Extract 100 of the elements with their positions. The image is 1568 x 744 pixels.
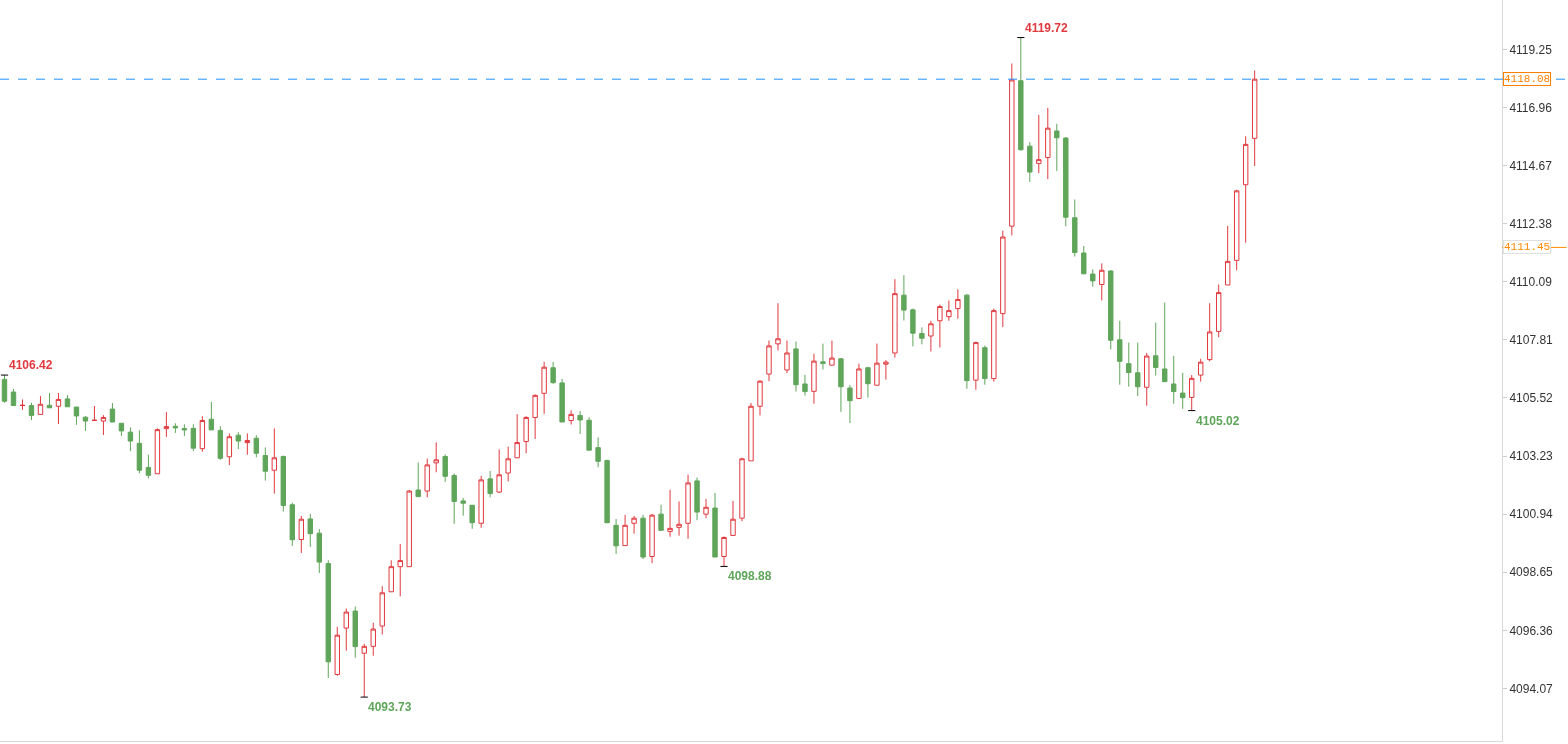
y-tick-label: 4103.23: [1509, 449, 1554, 464]
candlestick: [154, 427, 161, 475]
candlestick: [325, 559, 331, 679]
candlestick: [91, 405, 98, 421]
candlestick: [217, 425, 224, 461]
candlestick: [523, 415, 529, 454]
candlestick: [37, 395, 44, 415]
candlestick: [82, 416, 89, 432]
candlestick: [820, 343, 826, 370]
candlestick: [397, 543, 403, 597]
ref-line-label: 4118.08: [1504, 73, 1551, 85]
candlestick: [964, 293, 970, 390]
candlestick: [532, 393, 538, 440]
y-tick-label: 4100.94: [1509, 507, 1554, 522]
y-tick-label: 4119.25: [1509, 42, 1553, 57]
candlestick: [973, 341, 979, 391]
annotation: 4105.02: [1196, 414, 1240, 428]
candlestick: [388, 559, 394, 593]
candlestick: [307, 513, 313, 548]
candlestick: [847, 384, 853, 424]
candlestick: [829, 340, 835, 366]
candlestick: [73, 406, 80, 426]
candlestick: [928, 320, 934, 352]
candlestick: [1135, 342, 1141, 397]
y-tick-label: 4114.67: [1509, 158, 1553, 173]
candlestick: [163, 411, 170, 438]
candlestick: [541, 361, 547, 415]
annotation: 4106.42: [9, 358, 53, 372]
candlestick: [1206, 302, 1213, 362]
candlestick: [1189, 374, 1195, 412]
candlestick: [1117, 320, 1123, 386]
candlestick: [784, 340, 790, 374]
candlestick: [640, 514, 646, 560]
candlestick: [1036, 114, 1042, 174]
y-tick-label: 4094.07: [1509, 681, 1554, 696]
candlestick: [280, 455, 287, 513]
candlestick: [136, 429, 143, 474]
candlestick: [1018, 37, 1024, 152]
candlestick: [892, 278, 898, 359]
candlestick: [550, 361, 556, 385]
candlestick: [64, 394, 71, 408]
candlestick: [253, 434, 260, 458]
candlestick: [442, 454, 448, 483]
annotation: 4119.72: [1025, 21, 1069, 35]
candlestick: [703, 498, 709, 519]
candlestick: [856, 363, 862, 399]
candlestick: [226, 432, 233, 466]
candlestick: [1108, 269, 1114, 350]
candlestick: [478, 475, 484, 529]
candlestick: [622, 514, 628, 547]
candlestick: [802, 374, 808, 397]
y-tick-label: 4105.52: [1509, 391, 1554, 406]
candlestick: [1153, 322, 1159, 377]
candlestick: [838, 357, 844, 413]
y-tick-label: 4110.09: [1509, 275, 1553, 290]
annotation: 4093.73: [368, 700, 412, 714]
candlestick: [1233, 189, 1240, 271]
candlestick: [46, 392, 53, 409]
candlestick: [298, 515, 304, 554]
candlestick: [181, 423, 188, 437]
candlestick: [28, 402, 35, 421]
candlestick: [910, 308, 916, 347]
y-tick-label: 4112.38: [1509, 217, 1553, 232]
candlestick: [811, 353, 817, 405]
candlestick: [271, 427, 278, 495]
candlestick: [415, 462, 421, 498]
candlestick: [1162, 301, 1168, 383]
candlestick: [604, 459, 610, 524]
candlestick: [649, 513, 655, 564]
candlestick: [586, 416, 592, 451]
candlestick: [937, 304, 943, 348]
candlestick: [658, 504, 664, 531]
candlestick: [667, 489, 673, 538]
candlestick: [775, 302, 781, 351]
candlestick: [1126, 342, 1132, 388]
candlestick: [712, 492, 718, 558]
candlestick: [487, 470, 493, 498]
candlestick: [1081, 245, 1087, 275]
candlestick: [991, 308, 997, 383]
candlestick: [316, 528, 322, 574]
candlestick: [379, 585, 385, 635]
candlestick: [757, 379, 763, 416]
candlestick: [100, 414, 107, 436]
y-tick-label: 4107.81: [1509, 332, 1554, 347]
candlestick: [433, 441, 439, 473]
candlestick: [469, 504, 475, 530]
candlestick: [955, 288, 961, 320]
candlestick: [1180, 372, 1186, 410]
candlestick: [865, 366, 871, 399]
candlestick: [1198, 358, 1204, 383]
candlestick: [1215, 283, 1222, 338]
candlestick: [190, 423, 197, 452]
candlestick: [694, 477, 700, 521]
candlestick: [730, 500, 736, 536]
candlestick: [874, 343, 880, 386]
candlestick: [739, 457, 745, 522]
candlestick: [793, 341, 799, 393]
candlestick: [244, 432, 251, 456]
candlestick: [514, 413, 520, 459]
candlestick: [352, 606, 358, 659]
